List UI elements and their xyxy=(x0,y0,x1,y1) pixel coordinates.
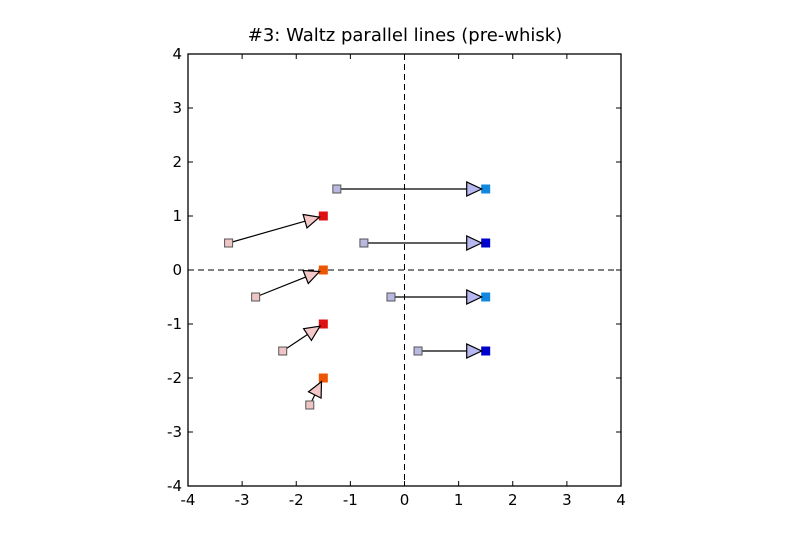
y-tick-label: 4 xyxy=(172,45,182,63)
y-tick-label: 1 xyxy=(172,207,182,225)
x-tick-label: -1 xyxy=(343,491,358,509)
x-tick-label: 2 xyxy=(508,491,518,509)
start-marker xyxy=(305,400,315,410)
chart-title: #3: Waltz parallel lines (pre-whisk) xyxy=(248,25,562,46)
start-marker xyxy=(386,292,396,302)
arrow-shaft xyxy=(255,276,306,298)
arrow-head xyxy=(302,325,322,342)
end-marker xyxy=(318,373,328,383)
start-marker xyxy=(251,292,261,302)
start-marker xyxy=(359,238,369,248)
x-tick-label: -2 xyxy=(289,491,304,509)
y-tick-label: -4 xyxy=(167,477,182,495)
arrow-head xyxy=(466,181,484,197)
x-tick-label: 1 xyxy=(454,491,464,509)
x-tick-label: -4 xyxy=(181,491,196,509)
arrow-head xyxy=(466,235,484,251)
arrow-head xyxy=(302,269,321,285)
y-tick-label: -1 xyxy=(167,315,182,333)
x-tick-label: -3 xyxy=(235,491,250,509)
y-tick-label: 3 xyxy=(172,99,182,117)
arrow-head xyxy=(302,213,321,229)
arrow-head xyxy=(466,289,484,305)
arrow-head xyxy=(307,380,323,400)
y-tick-label: 2 xyxy=(172,153,182,171)
start-marker xyxy=(413,346,423,356)
arrow-shaft xyxy=(228,220,306,244)
end-marker xyxy=(318,211,328,221)
start-marker xyxy=(332,184,342,194)
y-tick-label: -3 xyxy=(167,423,182,441)
end-marker xyxy=(318,319,328,329)
x-tick-label: 3 xyxy=(562,491,572,509)
start-marker xyxy=(278,346,288,356)
arrow-head xyxy=(466,343,484,359)
x-tick-label: 4 xyxy=(616,491,626,509)
y-tick-label: 0 xyxy=(172,261,182,279)
start-marker xyxy=(224,238,234,248)
y-tick-label: -2 xyxy=(167,369,182,387)
plot-area: -4 -3 -2 -1 0 1 2 3 4 -4 -3 -2 -1 0 1 2 3 4 xyxy=(167,45,626,509)
end-marker xyxy=(318,265,328,275)
x-tick-label: 0 xyxy=(400,491,410,509)
